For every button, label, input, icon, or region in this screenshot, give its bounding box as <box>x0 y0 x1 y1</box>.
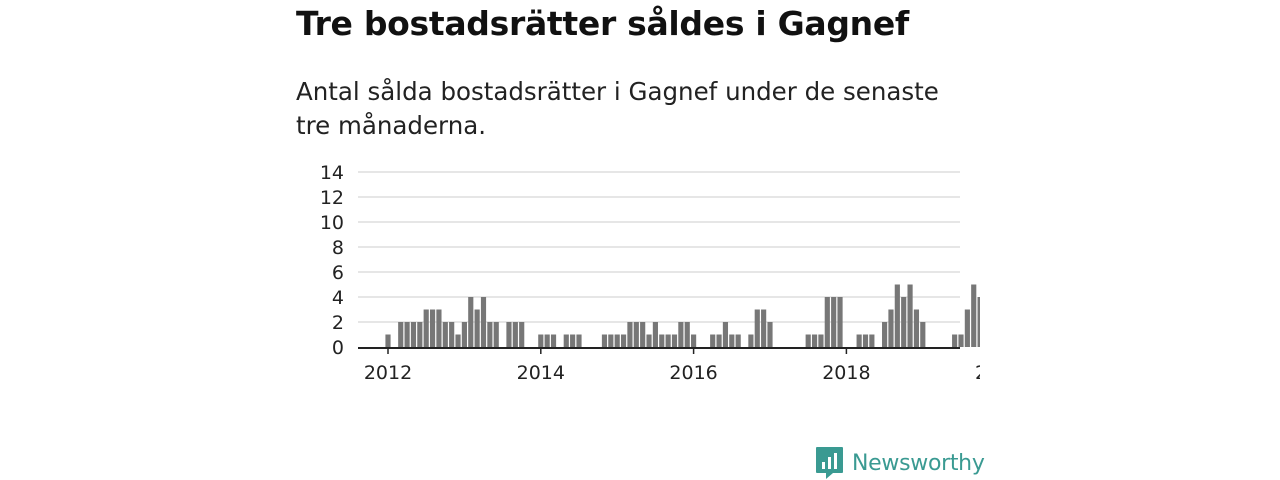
bar <box>748 334 754 347</box>
bar <box>570 334 576 347</box>
bar <box>811 334 818 347</box>
bar <box>958 334 964 347</box>
bar <box>449 322 455 347</box>
x-tick-label: 2016 <box>669 362 717 384</box>
bar <box>805 334 811 347</box>
bar <box>436 309 442 347</box>
bar <box>538 334 544 347</box>
bar <box>429 309 436 347</box>
bar <box>550 334 557 347</box>
bar <box>620 334 627 347</box>
bar <box>398 322 404 347</box>
bar <box>882 322 888 347</box>
bar <box>952 334 958 347</box>
x-tick-label: 2012 <box>364 362 412 384</box>
bar <box>754 309 760 347</box>
bar <box>716 334 722 347</box>
bar <box>729 334 735 347</box>
bar <box>423 309 429 347</box>
x-tick-label: 2020 <box>975 362 980 384</box>
bar <box>544 334 550 347</box>
bar <box>684 322 690 347</box>
bar <box>455 334 461 347</box>
bar <box>646 334 652 347</box>
bar <box>627 322 633 347</box>
bar <box>512 322 518 347</box>
bar <box>977 297 980 347</box>
bar <box>818 334 824 347</box>
y-tick-label: 8 <box>332 237 344 259</box>
x-tick-label: 2018 <box>822 362 870 384</box>
y-tick-label: 4 <box>332 287 344 309</box>
x-tick-label: 2014 <box>517 362 565 384</box>
bar <box>442 322 448 347</box>
gridlines <box>358 171 960 323</box>
bar <box>920 322 926 347</box>
bar <box>608 334 614 347</box>
bar <box>519 322 525 347</box>
y-axis-tick-labels: 0 2 4 6 8 10 12 14 <box>320 162 344 359</box>
bar <box>964 309 970 347</box>
bar <box>563 334 569 347</box>
bar <box>913 309 920 347</box>
bar <box>735 334 741 347</box>
y-tick-label: 0 <box>332 337 344 359</box>
bar <box>691 334 697 347</box>
bar <box>474 309 480 347</box>
y-tick-label: 2 <box>332 312 344 334</box>
bar <box>506 322 512 347</box>
bar <box>576 334 582 347</box>
bar <box>468 297 474 347</box>
bar <box>678 322 684 347</box>
bar <box>862 334 869 347</box>
bar <box>601 334 608 347</box>
bar <box>971 284 977 347</box>
bar <box>633 322 639 347</box>
bar <box>856 334 862 347</box>
brand-name: Newsworthy <box>852 450 985 476</box>
y-tick-label: 6 <box>332 262 344 284</box>
bar <box>869 334 875 347</box>
bar <box>640 322 646 347</box>
y-tick-label: 10 <box>320 212 344 234</box>
bar <box>652 322 658 347</box>
bar <box>710 334 716 347</box>
bar <box>907 284 913 347</box>
bar <box>888 309 894 347</box>
y-tick-label: 12 <box>320 187 344 209</box>
bars <box>385 284 980 347</box>
bar <box>894 284 900 347</box>
bar <box>761 309 767 347</box>
bar <box>385 334 391 347</box>
subtitle: Antal sålda bostadsrätter i Gagnef under… <box>296 77 939 140</box>
bar <box>831 297 837 347</box>
bar <box>493 322 499 347</box>
newsworthy-logo-icon <box>816 447 843 479</box>
bar <box>901 297 907 347</box>
bar <box>614 334 620 347</box>
bar <box>665 334 671 347</box>
bar <box>404 322 410 347</box>
bar <box>837 297 843 347</box>
y-tick-label: 14 <box>320 162 344 184</box>
bar <box>480 297 487 347</box>
bar <box>461 322 467 347</box>
bar <box>722 322 729 347</box>
bar <box>659 334 665 347</box>
bar <box>671 334 678 347</box>
bar <box>410 322 417 347</box>
x-axis-tick-labels: 20122014201620182020202220242026 <box>364 348 980 384</box>
bar <box>417 322 423 347</box>
bar <box>487 322 493 347</box>
newsworthy-logo[interactable]: Newsworthy <box>815 446 985 480</box>
bar <box>824 297 830 347</box>
bar <box>767 322 773 347</box>
headline: Tre bostadsrätter såldes i Gagnef <box>296 4 909 43</box>
